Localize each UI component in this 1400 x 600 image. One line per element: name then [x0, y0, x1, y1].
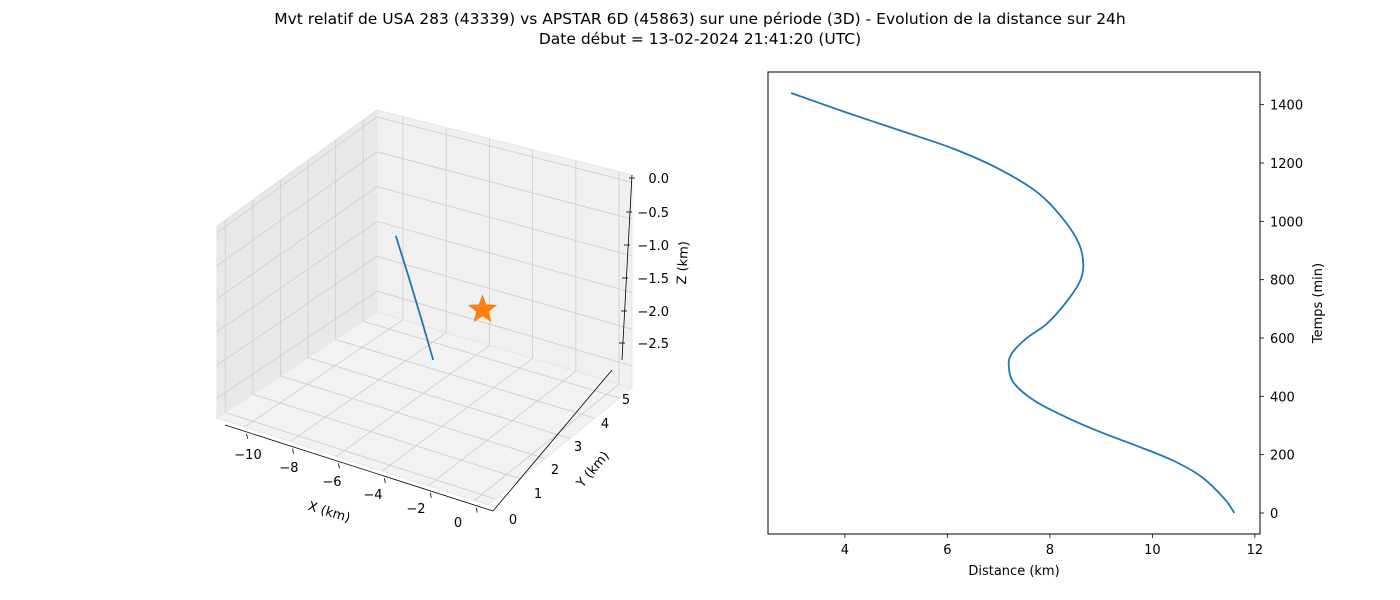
y-tick-label: 2: [551, 463, 559, 478]
x-tick-label: 8: [1046, 543, 1054, 558]
x-tick-label: 12: [1247, 543, 1264, 558]
y-tick-label: 200: [1270, 449, 1295, 464]
z-tick-label: −2.5: [637, 337, 669, 352]
y-tick-label: 0: [1270, 507, 1278, 522]
x-axis-line: [224, 424, 494, 512]
grid-line-y-floor: [363, 320, 620, 399]
figure-title: Mvt relatif de USA 283 (43339) vs APSTAR…: [274, 10, 1126, 28]
grid-line-z-back: [376, 186, 633, 257]
grid-line-y-floor: [307, 357, 571, 439]
y-tick-label: 3: [574, 440, 582, 455]
grid-line-z-left: [216, 116, 378, 233]
z-axis-line: [621, 174, 633, 361]
series-line-distance: [790, 92, 1236, 514]
z-tick-label: 0.0: [648, 172, 669, 187]
grid-line-z-left: [216, 255, 378, 366]
grid-line-z-back: [376, 221, 633, 293]
grid-line-z-left: [216, 186, 378, 300]
x-tick: [246, 433, 248, 439]
x-axis-label: Distance (km): [968, 564, 1059, 579]
y-axis-label: Temps (min): [1311, 263, 1326, 344]
y-tick-label: 0: [509, 513, 517, 528]
grid-line-x-floor: [473, 383, 620, 501]
grid-line-z-left: [216, 151, 378, 267]
y-axis-line: [492, 369, 613, 512]
grid-line-x-floor: [290, 332, 447, 442]
x-tick: [292, 448, 294, 454]
x-tick: [429, 492, 432, 498]
star-marker-origin: [467, 294, 498, 323]
x-tick: [338, 463, 340, 469]
x-tick: [383, 478, 386, 484]
y-tick-label: 1: [534, 487, 542, 502]
y-tick-label: 4: [601, 417, 609, 432]
grid-line-z-left: [216, 221, 378, 333]
grid-line-y-floor: [335, 338, 595, 419]
x-tick-label: −6: [322, 475, 341, 490]
grid-line-z-back: [376, 151, 633, 220]
y-tick-label: 1000: [1270, 215, 1303, 230]
x-tick-label: 4: [841, 543, 849, 558]
x-tick-label: 0: [454, 516, 462, 531]
grid-line-y-floor: [252, 393, 521, 480]
grid-line-z-left: [216, 290, 378, 399]
x-tick-label: −8: [279, 461, 298, 476]
y-tick-label: 600: [1270, 332, 1295, 347]
z-axis-label: Z (km): [675, 241, 692, 285]
y-tick-label: 5: [622, 393, 630, 408]
z-tick-label: −1.0: [637, 239, 669, 254]
z-tick-label: −0.5: [637, 206, 669, 221]
z-tick-label: −1.5: [637, 272, 669, 287]
y-tick-label: 800: [1270, 274, 1295, 289]
x-tick: [475, 507, 478, 513]
figure-subtitle: Date début = 13-02-2024 21:41:20 (UTC): [538, 30, 862, 48]
grid-line-z-back: [376, 255, 633, 330]
grid-line-y-floor: [280, 375, 546, 460]
grid-line-y-floor: [225, 412, 496, 500]
grid-line-x-floor: [382, 358, 533, 472]
x-tick-label: 6: [943, 543, 951, 558]
y-tick-label: 1200: [1270, 157, 1303, 172]
z-tick-label: −2.0: [637, 305, 669, 320]
grid-line-z-back: [376, 290, 633, 367]
grid-line-z-back: [376, 116, 633, 183]
x-tick-label: −2: [406, 502, 425, 517]
grid-line-x-floor: [428, 370, 577, 487]
y-tick-label: 1400: [1270, 99, 1303, 114]
plot-frame: [767, 71, 1261, 535]
x-tick-label: 10: [1144, 543, 1161, 558]
y-tick-label: 400: [1270, 390, 1295, 405]
x-tick-label: −4: [363, 488, 382, 503]
x-tick-label: −10: [234, 448, 261, 463]
grid-line-x-floor: [336, 345, 490, 457]
series-line-trajectory: [394, 235, 435, 361]
grid-line-x-floor: [244, 319, 404, 428]
